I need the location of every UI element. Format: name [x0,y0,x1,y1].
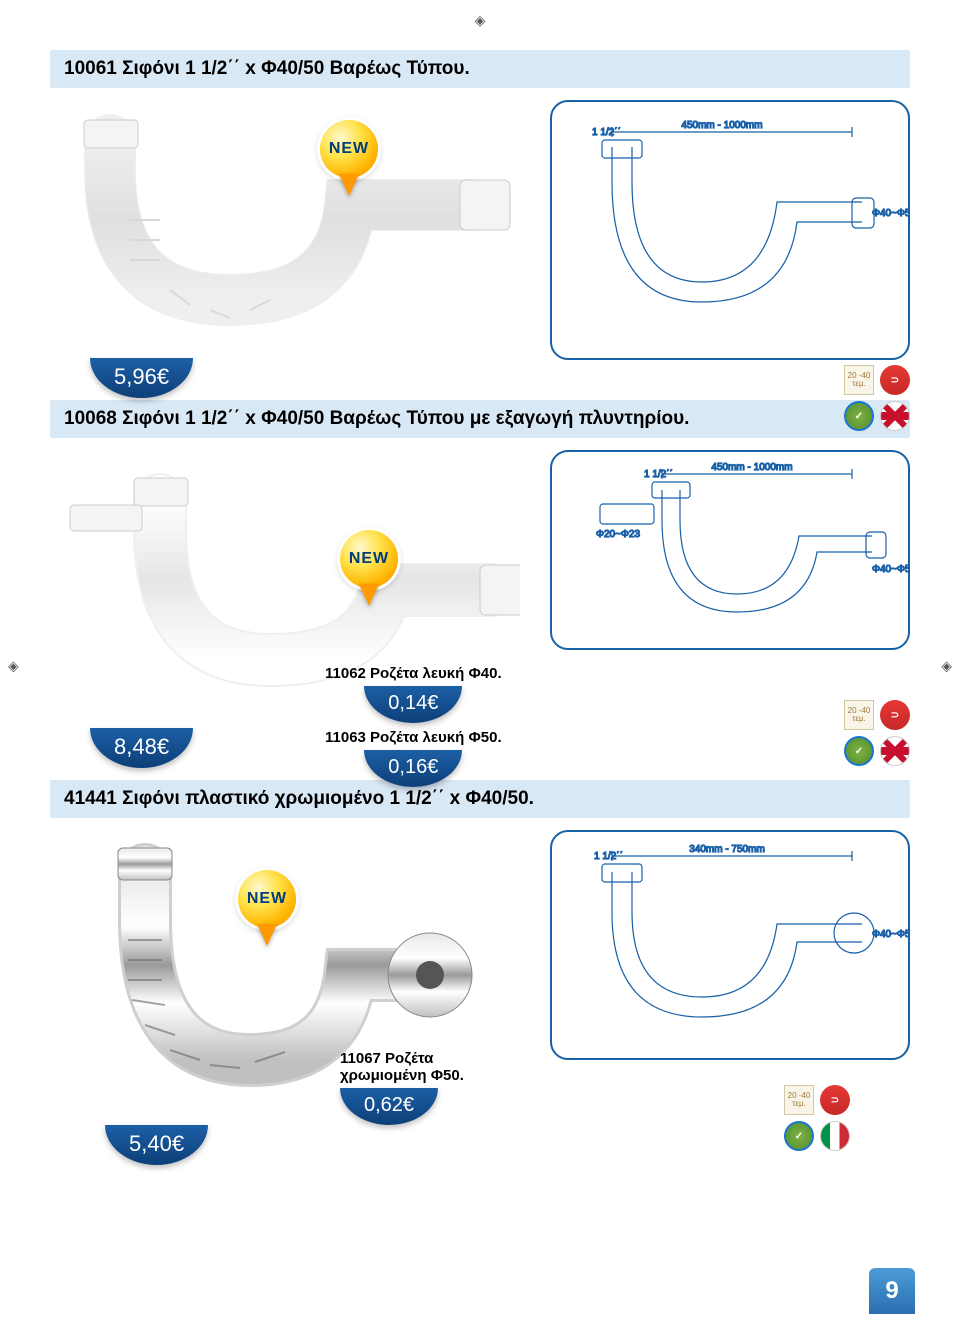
check-badge: ✓ [844,401,874,431]
svg-text:1 1/2΄΄: 1 1/2΄΄ [644,468,673,480]
product3-diagram: 1 1/2΄΄ 340mm - 750mm Φ40~Φ50 [550,830,910,1060]
product2-title: 10068 Σιφόνι 1 1/2΄΄ x Φ40/50 Βαρέως Τύπ… [50,400,910,438]
page-number: 9 [869,1268,915,1314]
product1-diagram: 1 1/2΄΄ 450mm - 1000mm Φ40~Φ50 [550,100,910,360]
product3-sub1-price: 0,62€ [340,1088,438,1125]
product2-sub2-label: 11063 Ροζέτα λευκή Φ50. [325,729,502,746]
new-badge: NEW [340,530,404,594]
qty-badge: 20 -40 τεμ. [844,700,874,730]
brand-badge: ⊃ [880,365,910,395]
svg-text:Φ40~Φ50: Φ40~Φ50 [872,564,908,575]
brand-badge: ⊃ [820,1085,850,1115]
product1-badges: 20 -40 τεμ. ⊃ ✓ [844,365,910,431]
check-badge: ✓ [784,1121,814,1151]
product3-badges: 20 -40 τεμ. ⊃ ✓ [784,1085,850,1151]
svg-text:Φ40~Φ50: Φ40~Φ50 [872,929,908,940]
svg-text:Φ40~Φ50: Φ40~Φ50 [872,208,908,219]
product1-title: 10061 Σιφόνι 1 1/2΄΄ x Φ40/50 Βαρέως Τύπ… [50,50,910,88]
product2-sub2-price: 0,16€ [364,750,462,787]
qty-badge: 20 -40 τεμ. [784,1085,814,1115]
product3-sub1-label: 11067 Ροζέτα χρωμιομένη Φ50. [340,1050,464,1084]
product1-photo: NEW [50,100,520,370]
check-badge: ✓ [844,736,874,766]
new-badge: NEW [320,120,384,184]
flag-it-icon [820,1121,850,1151]
svg-text:1 1/2΄΄: 1 1/2΄΄ [594,850,623,862]
flag-uk-icon [880,401,910,431]
product2-sub1-label: 11062 Ροζέτα λευκή Φ40. [325,665,502,682]
product2-diagram: 1 1/2΄΄ 450mm - 1000mm Φ20~Φ23 Φ40~Φ50 [550,450,910,650]
product2-sub1-price: 0,14€ [364,686,462,723]
qty-badge: 20 -40 τεμ. [844,365,874,395]
product1-price: 5,96€ [90,358,193,398]
svg-text:450mm - 1000mm: 450mm - 1000mm [711,462,792,473]
product3-price: 5,40€ [105,1125,208,1165]
product2-badges: 20 -40 τεμ. ⊃ ✓ [844,700,910,766]
flag-uk-icon [880,736,910,766]
svg-text:340mm - 750mm: 340mm - 750mm [689,844,765,855]
brand-badge: ⊃ [880,700,910,730]
svg-text:1 1/2΄΄: 1 1/2΄΄ [592,126,621,138]
svg-text:450mm - 1000mm: 450mm - 1000mm [681,120,762,131]
svg-text:Φ20~Φ23: Φ20~Φ23 [596,529,640,540]
new-badge: NEW [238,870,302,934]
product2-price: 8,48€ [90,728,193,768]
